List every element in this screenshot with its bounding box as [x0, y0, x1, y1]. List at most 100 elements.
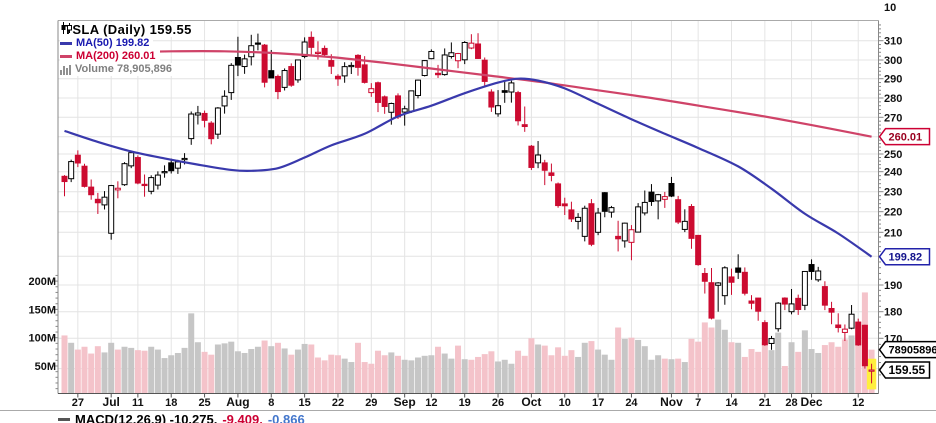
volume-bar [348, 362, 355, 394]
candle [741, 271, 748, 294]
candle [435, 72, 442, 76]
candle [334, 75, 341, 80]
candlesticks [61, 31, 875, 384]
volume-bar [354, 342, 361, 394]
ma200-label: MA(200) 260.01 [76, 50, 156, 62]
volume-label: Volume 78,905,896 [75, 63, 173, 75]
candle [601, 192, 608, 212]
volume-bar [475, 356, 482, 394]
volume-bar [828, 342, 835, 394]
candle [441, 54, 448, 76]
volume-bar [501, 359, 508, 394]
volume-bar [601, 354, 608, 394]
volume-bar [308, 344, 315, 394]
candle [154, 174, 161, 186]
volume-bar [268, 346, 275, 394]
volume-bar [108, 342, 115, 394]
candle [495, 105, 502, 115]
candle [68, 161, 75, 180]
candle [775, 302, 782, 330]
axis-price-tag [878, 361, 931, 379]
volume-bar [88, 353, 95, 394]
date-label: 17 [592, 397, 604, 409]
date-axis: 27 Jul 11 18 25 Aug 8 15 22 29 Sep 12 19 26 Oct 10 17 24 N… [72, 393, 864, 409]
price-tick-label: 220 [884, 207, 902, 219]
axis-price-tag [878, 127, 931, 146]
volume-bar [368, 363, 375, 394]
volume-bar [695, 341, 702, 394]
volume-bar [388, 352, 395, 394]
date-label: 24 [625, 397, 638, 409]
ma200-line [64, 50, 872, 138]
candle [301, 41, 308, 58]
volume-bar [595, 349, 602, 394]
candle [795, 297, 802, 310]
candle [755, 297, 762, 312]
candle [81, 165, 88, 187]
candle [641, 201, 648, 214]
volume-bar [201, 351, 208, 394]
candle [188, 113, 195, 140]
volume-bar [321, 360, 328, 394]
volume-bar [821, 345, 828, 394]
volume-bar [221, 343, 228, 394]
candle [134, 157, 141, 184]
volume-bar [61, 335, 68, 394]
candle [395, 95, 401, 118]
date-label: 8 [268, 397, 274, 409]
candle [121, 163, 128, 186]
candle [308, 36, 315, 48]
candle [241, 58, 248, 68]
volume-bar [381, 355, 388, 394]
candle [201, 112, 208, 121]
volume-bar [855, 325, 862, 394]
candle [148, 177, 155, 192]
volume-bar [148, 346, 155, 394]
candle [581, 207, 588, 237]
volume-bar [294, 349, 301, 394]
macd-legend: MACD(12,26,9) -10.275, -9.409, -0.866 [58, 412, 305, 423]
candle [695, 234, 702, 266]
candle [481, 59, 488, 82]
date-label: 28 [785, 397, 797, 409]
candle [194, 112, 201, 116]
candle [855, 321, 862, 346]
volume-bar [628, 337, 635, 394]
candle [281, 70, 288, 88]
candle [428, 50, 435, 60]
volume-bar [761, 342, 768, 394]
date-label: 25 [198, 397, 210, 409]
volume-bars-icon [60, 64, 71, 75]
candle [868, 369, 875, 372]
volume-bar [395, 355, 401, 394]
volume-bar [741, 356, 748, 394]
volume-bar [214, 344, 221, 394]
candle [254, 42, 261, 45]
volume-bar [188, 313, 195, 394]
volume-bar [455, 345, 462, 394]
price-tick-label: 280 [884, 93, 902, 105]
volume-bar [848, 335, 855, 394]
volume-bar [621, 338, 628, 394]
candle [208, 122, 215, 140]
legend-title-row: TSLA (Daily) 159.55 [60, 22, 196, 37]
candle [708, 282, 715, 319]
candle [228, 64, 235, 94]
candle [661, 196, 668, 200]
volume-bar [448, 358, 455, 394]
candle [728, 276, 735, 283]
candle [108, 185, 115, 234]
price-tick-label: 250 [884, 149, 902, 161]
volume-bar [808, 349, 815, 394]
candle [561, 203, 568, 207]
candle [288, 66, 295, 86]
axis-price-tag-value: 260.01 [889, 132, 923, 144]
volume-bar [314, 357, 321, 394]
candle [815, 270, 822, 281]
volume-bar [334, 355, 341, 394]
candle [415, 79, 422, 96]
volume-bar [655, 355, 662, 394]
price-tick-label: 210 [884, 227, 902, 239]
